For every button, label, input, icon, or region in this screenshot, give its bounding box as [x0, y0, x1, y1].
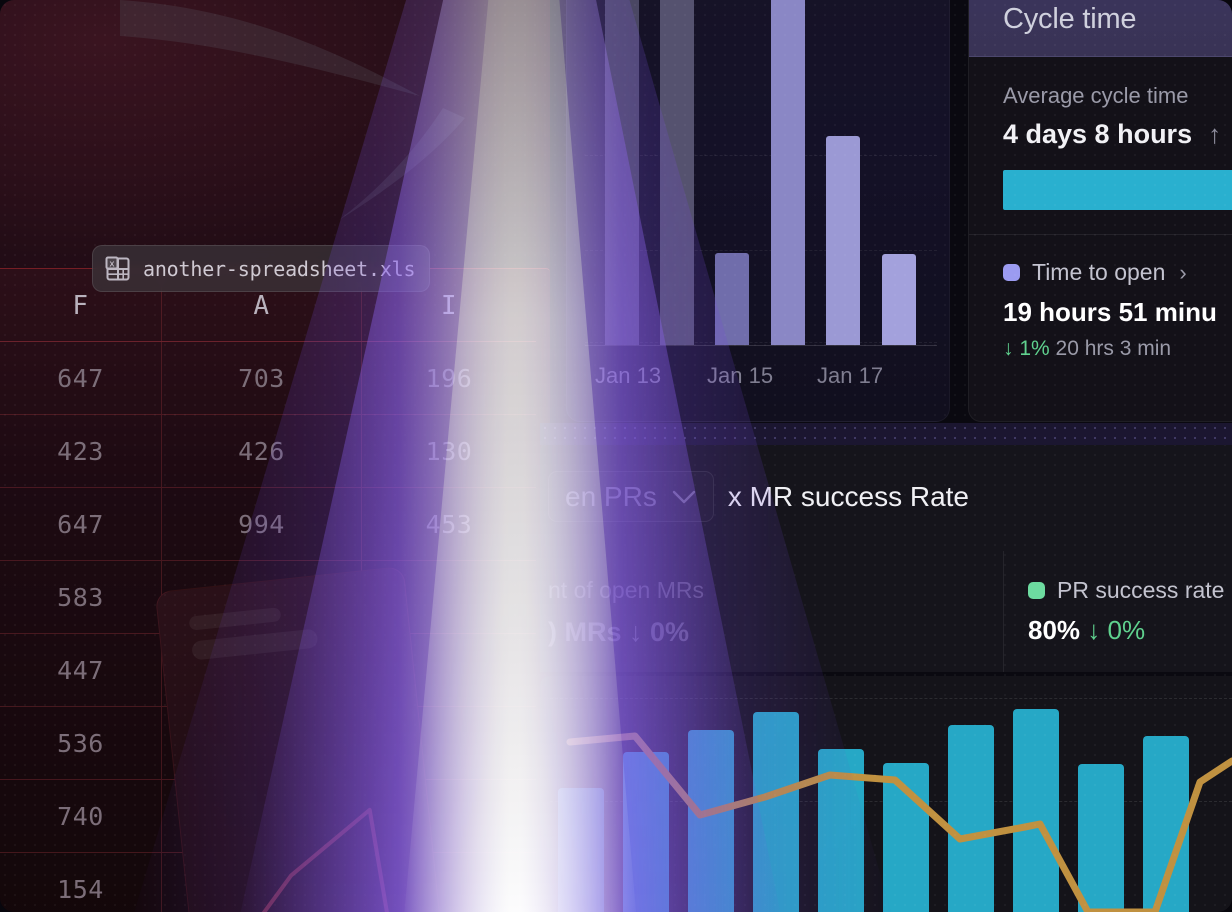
- svg-text:x: x: [109, 259, 115, 269]
- time-to-open-delta: 1%: [1019, 337, 1050, 360]
- cell: 740: [0, 780, 162, 852]
- bar: [1078, 764, 1124, 912]
- time-to-open-color-dot: [1003, 264, 1020, 281]
- cycle-time-bar-chart-card: Jan 13 Jan 15 Jan 17: [566, 0, 950, 422]
- chevron-right-icon[interactable]: ›: [1179, 259, 1187, 285]
- average-cycle-time-label: Average cycle time: [1003, 83, 1189, 108]
- open-mrs-delta: 0%: [650, 617, 690, 647]
- cycle-time-header: Cycle time: [969, 0, 1232, 57]
- arrow-down-icon: ↓: [1003, 337, 1014, 360]
- x-axis-line: [585, 345, 937, 346]
- page-title: Cycle time: [1003, 3, 1137, 35]
- loading-card: [154, 566, 446, 912]
- mr-metrics-body: nt of open MRs ) MRs ↓ 0% PR success rat…: [540, 551, 1232, 672]
- cell: 423: [0, 415, 162, 487]
- cell: 196: [425, 363, 473, 393]
- pr-success-chart: [540, 676, 1232, 912]
- average-cycle-time-value: 4 days 8 hours: [1003, 119, 1193, 149]
- x-tick-label: Jan 15: [707, 363, 774, 388]
- metric-divider: [1003, 551, 1004, 672]
- table-row[interactable]: 647 703 196: [0, 342, 536, 415]
- table-row[interactable]: 423 426 130: [0, 415, 536, 488]
- pr-success-value: 80%: [1028, 615, 1081, 645]
- mr-success-title: x MR success Rate: [727, 480, 969, 512]
- metric-select-value: en PRs: [565, 480, 657, 512]
- file-chip[interactable]: x another-spreadsheet.xls: [92, 245, 431, 292]
- open-mrs-value-row: ) MRs ↓ 0%: [548, 617, 704, 648]
- cell: 447: [0, 634, 162, 706]
- time-to-open-label: Time to open: [1032, 259, 1166, 285]
- x-tick-label: Jan 13: [595, 363, 662, 388]
- arrow-down-icon: ↓: [1087, 615, 1101, 645]
- cell: 994: [162, 488, 362, 560]
- pr-success-delta: 0%: [1107, 615, 1146, 645]
- cell: 536: [0, 707, 162, 779]
- cell: 647: [0, 488, 162, 560]
- spreadsheet-xls-icon: x: [105, 256, 130, 280]
- time-to-open-previous: 20 hrs 3 min: [1055, 337, 1172, 360]
- chevron-down-icon: [672, 490, 696, 503]
- time-to-open-delta-row: ↓ 1% 20 hrs 3 min: [1003, 337, 1232, 361]
- cell: 130: [425, 436, 473, 466]
- panel-separator-band: [540, 423, 1232, 445]
- mr-title-row: en PRs x MR success Rate: [548, 471, 969, 522]
- red-background-card: [0, 0, 550, 280]
- average-cycle-time-bar: [1003, 170, 1232, 210]
- bar: [771, 0, 805, 345]
- file-chip-label: another-spreadsheet.xls: [143, 256, 416, 281]
- pr-success-color-dot: [1028, 582, 1045, 599]
- pr-success-label: PR success rate: [1057, 577, 1225, 603]
- bar: [826, 136, 860, 345]
- cell: 703: [162, 342, 362, 414]
- trend-line: [566, 732, 1232, 912]
- mini-line-chart: [190, 807, 399, 912]
- cell: 453: [425, 509, 473, 539]
- x-tick-label: Jan 17: [817, 363, 884, 388]
- cell: 154: [0, 853, 162, 912]
- cycle-time-panel: Cycle time Average cycle time 4 days 8 h…: [968, 0, 1232, 422]
- bar: [1013, 709, 1059, 912]
- cell: 426: [162, 415, 362, 487]
- time-to-open-value: 19 hours 51 minu: [1003, 297, 1217, 327]
- bar: [948, 725, 994, 912]
- pr-success-value-row: 80% ↓ 0%: [1028, 615, 1224, 646]
- time-to-open-section: Time to open › 19 hours 51 minu ↓ 1% 20 …: [969, 235, 1232, 361]
- bar: [605, 0, 639, 345]
- open-mrs-label: nt of open MRs: [548, 577, 704, 603]
- cell: 583: [0, 561, 162, 633]
- bar: [882, 254, 916, 345]
- bar: [715, 253, 749, 345]
- table-row[interactable]: 647 994 453: [0, 488, 536, 561]
- cell: 647: [0, 342, 162, 414]
- open-mrs-value: ) MRs: [548, 617, 622, 647]
- pr-success-metric: PR success rate 80% ↓ 0%: [1028, 577, 1224, 646]
- open-mrs-metric: nt of open MRs ) MRs ↓ 0%: [548, 577, 704, 648]
- bar: [660, 0, 694, 345]
- metric-select[interactable]: en PRs: [548, 471, 714, 522]
- average-cycle-time-section: Average cycle time 4 days 8 hours ↑: [969, 57, 1232, 235]
- arrow-down-icon: ↓: [629, 617, 643, 647]
- arrow-up-icon: ↑: [1208, 119, 1222, 149]
